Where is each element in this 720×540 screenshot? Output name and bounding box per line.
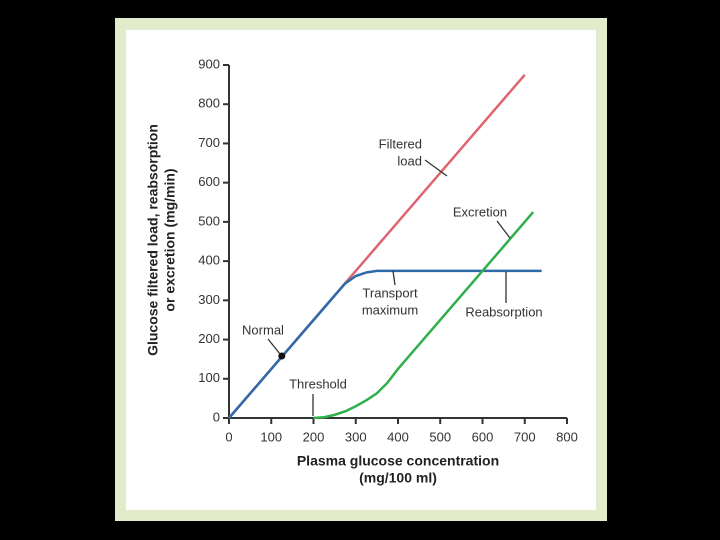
annotation-pointer — [267, 338, 281, 355]
y-tick-label: 800 — [198, 96, 220, 111]
normal-point — [278, 352, 286, 360]
y-tick-label: 300 — [198, 292, 220, 307]
annotation: Reabsorption — [465, 304, 542, 319]
x-tick-label: 800 — [556, 429, 578, 444]
y-tick-label: 400 — [198, 253, 220, 268]
annotation: maximum — [362, 302, 418, 317]
y-tick-label: 500 — [198, 213, 220, 228]
annotation-pointer — [496, 220, 511, 239]
x-tick-label: 500 — [429, 429, 451, 444]
y-tick-label: 0 — [213, 409, 220, 424]
y-tick-label: 900 — [198, 56, 220, 71]
annotation: Threshold — [289, 376, 347, 391]
x-tick-label: 600 — [472, 429, 494, 444]
annotation-pointer — [424, 159, 448, 177]
data-line — [313, 211, 535, 420]
annotation: Normal — [242, 322, 284, 337]
x-tick-label: 700 — [514, 429, 536, 444]
data-line — [228, 269, 542, 419]
y-tick-label: 100 — [198, 370, 220, 385]
annotation: Excretion — [453, 204, 507, 219]
x-tick-label: 300 — [345, 429, 367, 444]
y-axis-label: or excretion (mg/min) — [162, 168, 178, 311]
y-tick-label: 600 — [198, 174, 220, 189]
annotation: load — [397, 153, 422, 168]
annotation: Transport — [362, 285, 418, 300]
x-axis-label: (mg/100 ml) — [359, 470, 437, 486]
y-tick-label: 700 — [198, 135, 220, 150]
y-axis-label: Glucose filtered load, reabsorption — [145, 124, 161, 356]
annotation-pointer — [392, 270, 396, 286]
annotation: Filtered — [379, 136, 422, 151]
x-tick-label: 0 — [225, 429, 232, 444]
x-tick-label: 200 — [303, 429, 325, 444]
x-tick-label: 100 — [260, 429, 282, 444]
x-tick-label: 400 — [387, 429, 409, 444]
y-tick-label: 200 — [198, 331, 220, 346]
x-axis-label: Plasma glucose concentration — [297, 453, 499, 469]
